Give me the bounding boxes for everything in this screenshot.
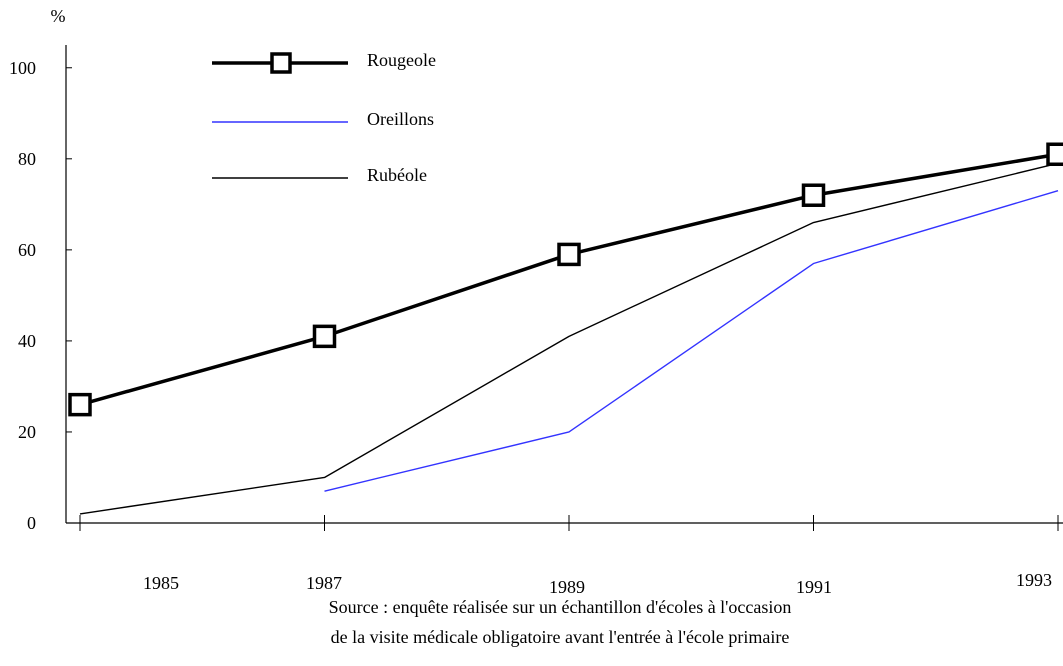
x-tick-label: 1987 bbox=[306, 573, 342, 593]
series-line-rougeole bbox=[79, 152, 1059, 407]
data-point-rougeole bbox=[312, 324, 337, 349]
y-tick-label: 0 bbox=[27, 513, 36, 533]
y-tick-label: 60 bbox=[18, 240, 36, 260]
y-tick-label: 40 bbox=[18, 331, 36, 351]
data-point-rougeole bbox=[1046, 142, 1063, 167]
legend: Rougeole Oreillons Rubéole bbox=[212, 50, 436, 185]
x-tick-label: 1993 bbox=[1016, 570, 1052, 590]
y-tick-label: 100 bbox=[9, 58, 36, 78]
y-tick-label: 20 bbox=[18, 422, 36, 442]
legend-marker-rougeole bbox=[270, 52, 292, 74]
source-note-line-2: de la visite médicale obligatoire avant … bbox=[330, 627, 790, 647]
y-axis-label: % bbox=[51, 6, 66, 26]
series-line-oreillons bbox=[324, 190, 1059, 492]
data-point-rougeole bbox=[557, 242, 581, 267]
x-tick-label: 1991 bbox=[796, 577, 832, 597]
y-tick-label: 80 bbox=[18, 149, 36, 169]
series-line-rubéole bbox=[79, 162, 1059, 515]
legend-label-rubéole: Rubéole bbox=[367, 165, 427, 185]
series-layer bbox=[68, 142, 1063, 515]
legend-label-oreillons: Oreillons bbox=[367, 109, 434, 129]
x-tick-label: 1985 bbox=[143, 573, 179, 593]
x-tick-label: 1989 bbox=[549, 577, 585, 597]
legend-label-rougeole: Rougeole bbox=[367, 50, 436, 70]
source-note-line-1: Source : enquête réalisée sur un échanti… bbox=[328, 597, 792, 617]
axes: % 0 20 40 60 80 100 1985 1987 1989 1991 1993 bbox=[9, 6, 1063, 597]
data-point-rougeole bbox=[68, 392, 92, 417]
data-point-rougeole bbox=[801, 183, 826, 207]
